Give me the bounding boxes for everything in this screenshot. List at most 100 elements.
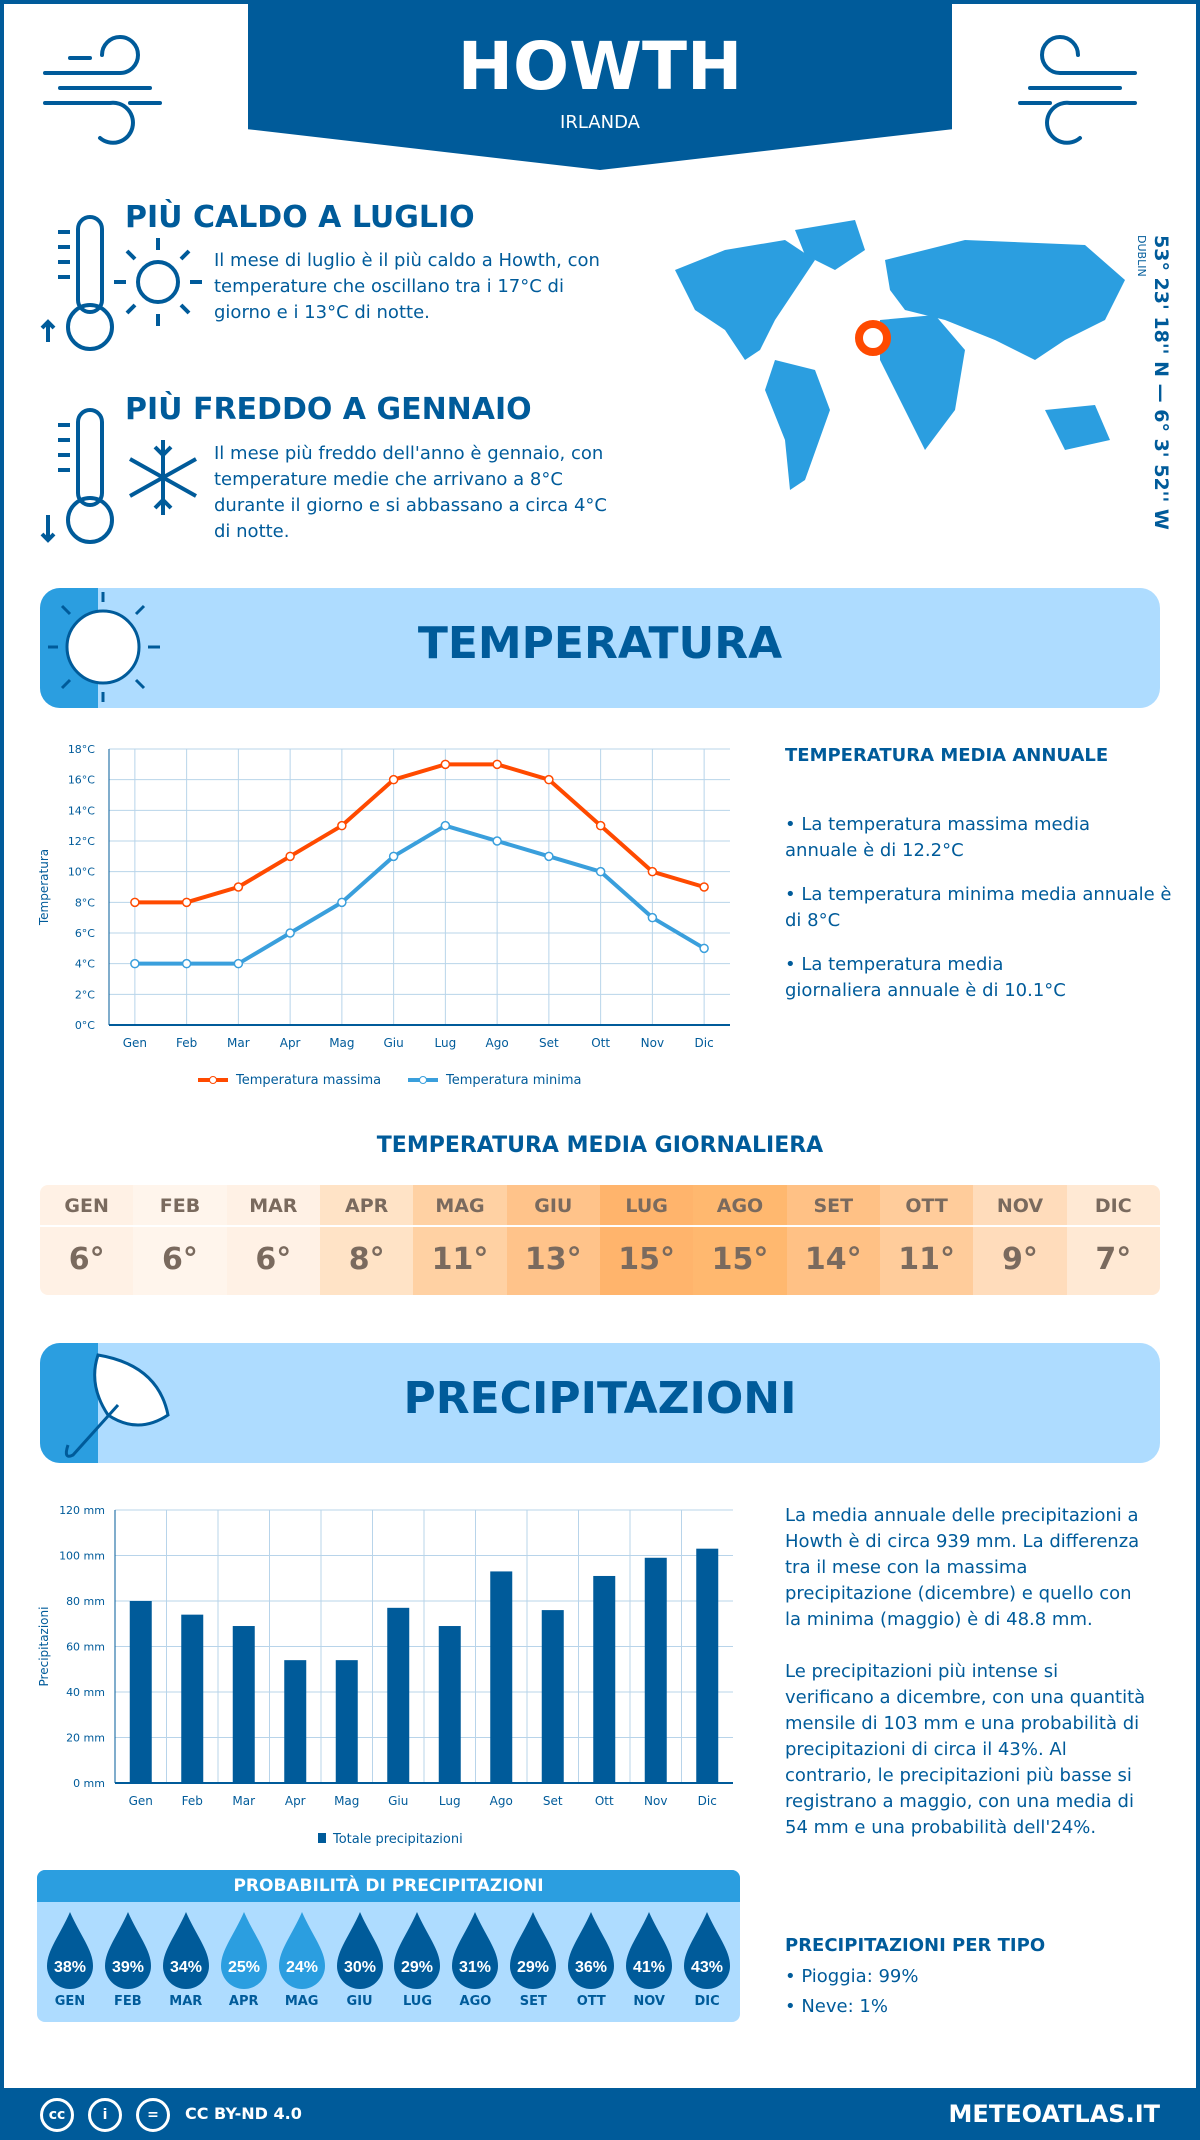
y-tick-label: 60 mm [66,1641,105,1654]
y-axis-label: Precipitazioni [37,1607,51,1687]
probability-month: OTT [576,1994,606,2009]
data-point [181,958,192,969]
probability-month: SET [519,1994,547,2009]
x-tick-label: Gen [123,1036,147,1050]
daily-cell: LUG 15° [599,1185,694,1295]
x-tick-label: Set [543,1794,563,1808]
site-link[interactable]: METEOATLAS.IT [948,2100,1160,2128]
probability-value: 41% [633,1959,665,1976]
y-tick-label: 16°C [68,774,95,787]
data-point [647,912,658,923]
precipitation-title: PRECIPITAZIONI [403,1373,797,1424]
bar [541,1610,564,1783]
probability-value: 24% [286,1959,318,1976]
probability-value: 30% [344,1959,376,1976]
daily-value: 6° [68,1242,105,1277]
license-label: CC BY-ND 4.0 [185,2104,302,2123]
data-point [492,836,502,846]
data-point [492,759,502,770]
probability-value: 31% [459,1959,491,1976]
data-point [544,774,554,785]
daily-title: TEMPERATURA MEDIA GIORNALIERA [376,1133,824,1158]
daily-value: 13° [524,1242,582,1277]
location-marker [855,320,891,356]
y-tick-label: 14°C [68,804,95,817]
types-title: PRECIPITAZIONI PER TIPO [785,1935,1046,1956]
daily-cell: AGO 15° [693,1185,787,1295]
cc-icon: cc [40,2098,74,2132]
daily-month: APR [319,1185,414,1227]
x-tick-label: Ott [595,1794,614,1808]
x-tick-label: Ago [486,1036,509,1050]
daily-value: 6° [255,1242,292,1277]
probability-item: 29% SET [504,1910,562,2009]
x-tick-label: Mar [227,1036,250,1050]
bar [232,1626,255,1783]
thermometer-warm-icon [40,215,202,351]
daily-cell: SET 14° [786,1185,880,1295]
map-coordinates: 53° 23' 18'' N — 6° 3' 52'' W [1150,235,1172,530]
data-point [388,851,399,862]
footer: cc i = CC BY-ND 4.0 METEOATLAS.IT [0,2088,1200,2140]
y-tick-label: 20 mm [66,1732,105,1745]
probability-item: 41% NOV [620,1910,678,2009]
legend-marker [419,1076,427,1084]
temperature-banner: TEMPERATURA [40,588,1160,708]
daily-value: 11° [898,1242,955,1277]
header-banner [248,0,952,170]
y-tick-label: 40 mm [66,1686,105,1699]
y-tick-label: 0 mm [73,1777,105,1790]
probability-item: 24% MAG [273,1910,331,2009]
data-point [285,851,295,862]
y-tick-label: 0°C [75,1019,95,1032]
probability-item: 30% GIU [331,1910,389,2009]
precip-text-2: Le precipitazioni più intense si verific… [785,1661,1146,1838]
probability-item: 38% GEN [41,1910,99,2009]
daily-month: MAG [413,1185,507,1227]
data-point [388,774,399,785]
probability-month: GEN [54,1994,86,2009]
daily-value: 7° [1095,1242,1132,1277]
precipitation-chart: 0 mm 20 mm 40 mm 60 mm 80 mm 100 mm 120 mm Gen F… [37,1504,733,1847]
series-line [134,823,706,966]
bar [490,1571,513,1783]
daily-month: NOV [973,1185,1067,1227]
x-tick-label: Nov [641,1036,664,1050]
daily-month: LUG [599,1185,694,1227]
daily-month: FEB [133,1185,227,1227]
data-point [699,882,709,892]
bar [644,1557,667,1783]
probability-item: 29% LUG [389,1910,447,2009]
probability-month: GIU [346,1994,373,2009]
x-tick-label: Mag [329,1036,354,1050]
bar [696,1548,719,1783]
x-tick-label: Giu [384,1036,404,1050]
data-point [440,759,451,770]
data-point [595,820,606,831]
no-derivatives-icon: = [136,2098,170,2132]
daily-value: 8° [348,1242,385,1277]
probability-month: DIC [694,1994,720,2009]
x-tick-label: Mar [232,1794,255,1808]
raindrop-icon: 29% [394,1912,441,1989]
probability-month: AGO [459,1994,492,2009]
daily-cell: MAG 11° [413,1185,507,1295]
daily-cell: APR 8° [319,1185,414,1295]
x-tick-label: Dic [695,1036,714,1050]
wind-icon-right [1018,35,1137,145]
raindrop-icon: 34% [162,1912,209,1989]
data-point [440,820,451,831]
y-tick-label: 10°C [68,866,95,879]
probability-month: LUG [402,1994,433,2009]
legend-label: Temperatura minima [445,1073,582,1088]
y-tick-label: 120 mm [59,1504,105,1517]
x-tick-label: Feb [182,1794,203,1808]
umbrella-icon [64,1353,170,1458]
data-point [130,958,140,969]
probability-month: MAG [284,1994,319,2009]
probability-value: 34% [170,1959,202,1976]
country-label: IRLANDA [560,112,640,133]
probability-value: 29% [517,1959,549,1976]
page-title: HOWTH [457,28,743,105]
precipitation-probability: PROBABILITÀ DI PRECIPITAZIONI 38% GEN 39% F… [37,1870,740,2022]
